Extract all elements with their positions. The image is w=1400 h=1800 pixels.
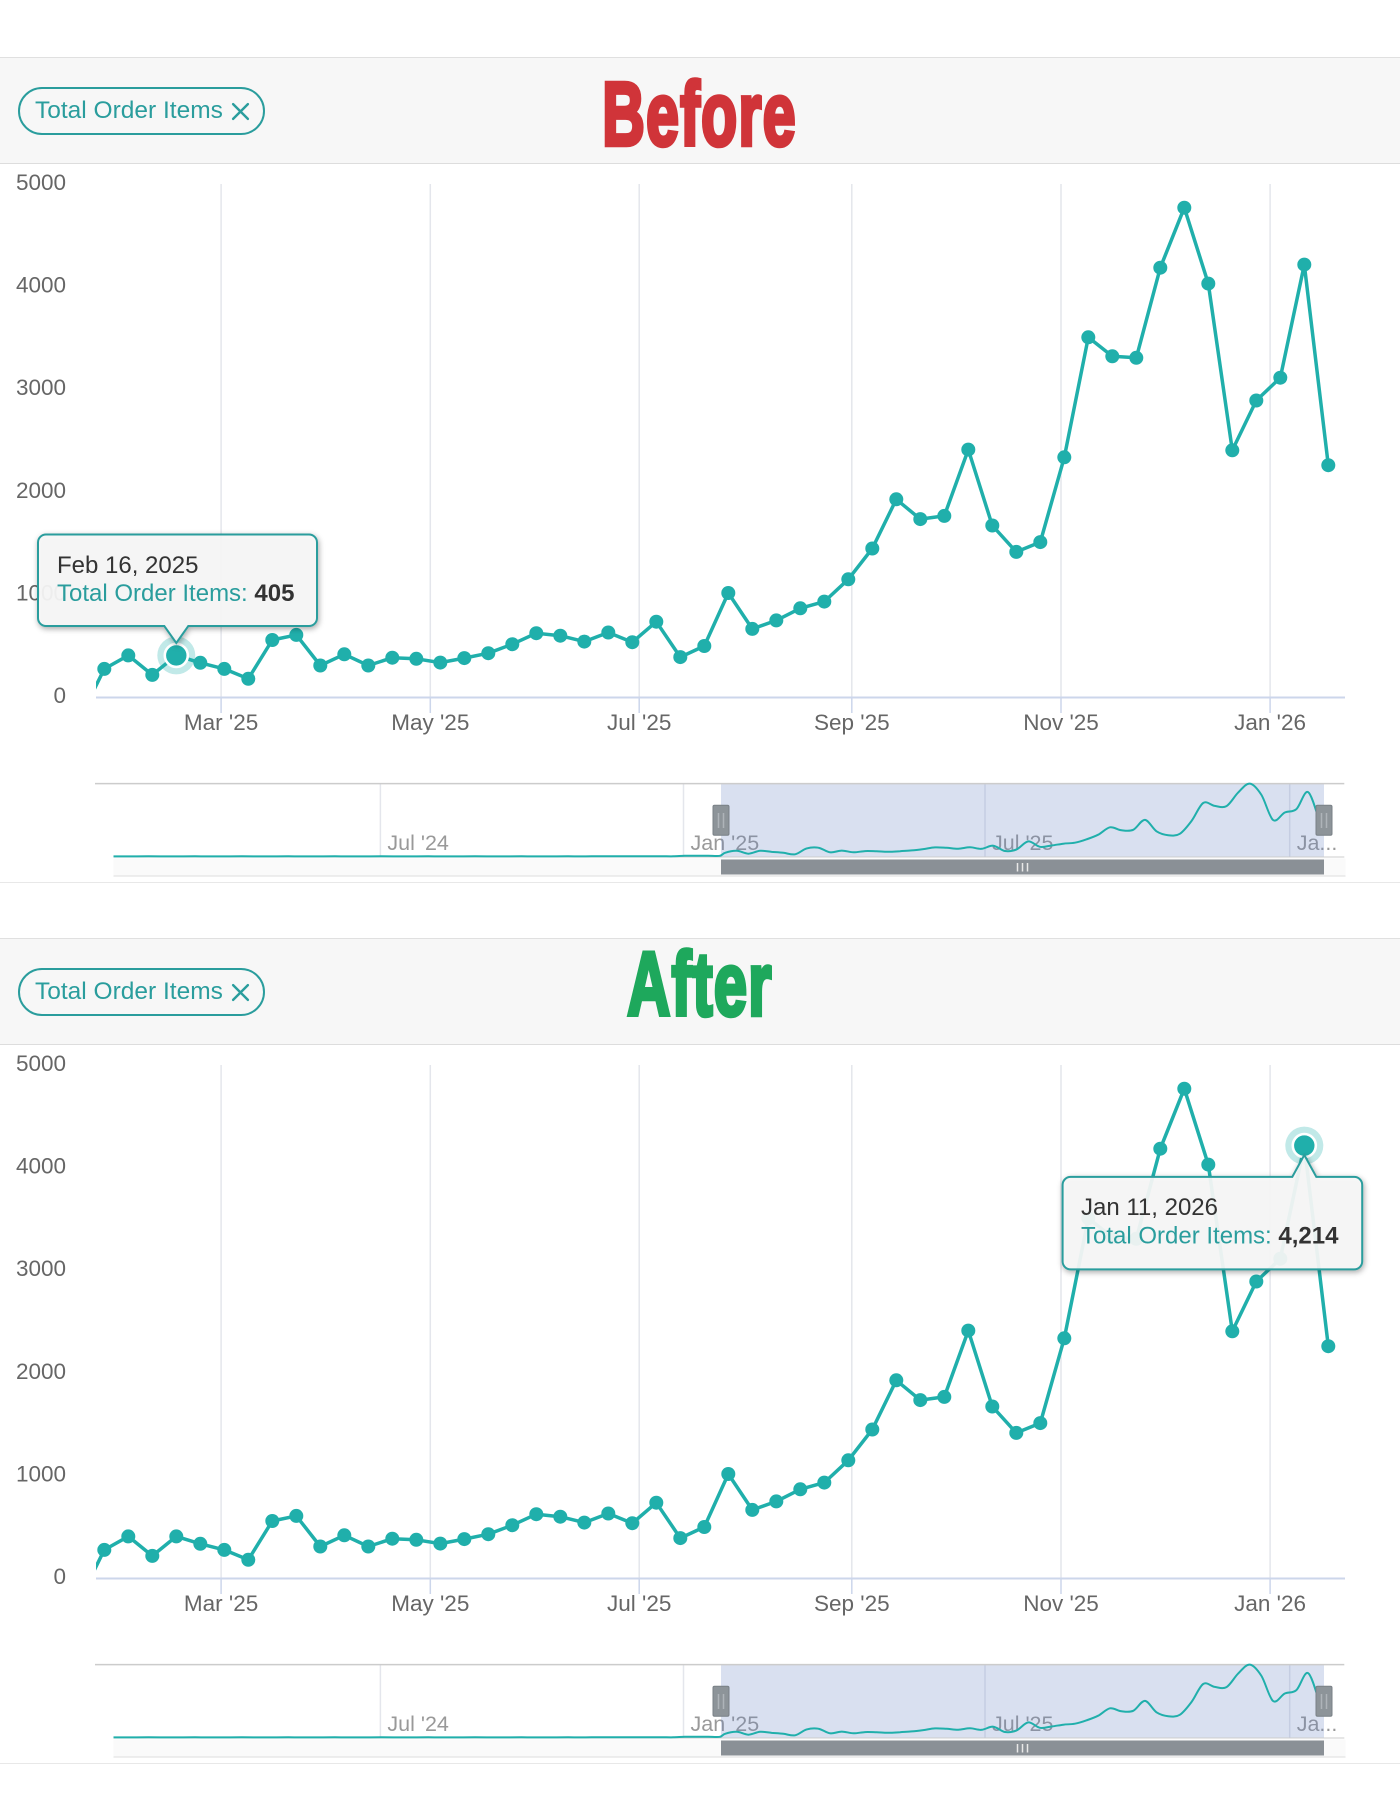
svg-text:3000: 3000 [16,375,66,400]
svg-text:Sep '25: Sep '25 [814,710,890,735]
svg-text:Total Order Items: 405: Total Order Items: 405 [57,580,294,607]
svg-text:Mar '25: Mar '25 [184,1591,258,1616]
svg-text:4000: 4000 [16,273,66,298]
svg-text:Jan 11, 2026: Jan 11, 2026 [1081,1194,1218,1221]
svg-text:Jul '24: Jul '24 [387,1712,449,1736]
svg-text:1000: 1000 [16,1461,66,1486]
svg-text:2000: 2000 [16,1359,66,1384]
svg-text:Nov '25: Nov '25 [1023,710,1099,735]
svg-text:Total Order Items: 4,214: Total Order Items: 4,214 [1081,1222,1339,1249]
svg-text:May '25: May '25 [391,710,469,735]
svg-text:2000: 2000 [16,478,66,503]
svg-text:5000: 5000 [16,1051,66,1076]
svg-text:5000: 5000 [16,170,66,195]
svg-text:3000: 3000 [16,1256,66,1281]
svg-text:Feb 16, 2025: Feb 16, 2025 [57,552,198,579]
svg-text:0: 0 [53,1564,66,1589]
svg-text:Jul '25: Jul '25 [607,1591,671,1616]
svg-text:0: 0 [53,683,66,708]
svg-text:Jan '26: Jan '26 [1234,710,1306,735]
svg-text:Nov '25: Nov '25 [1023,1591,1099,1616]
svg-text:Jul '24: Jul '24 [387,831,449,855]
svg-text:Sep '25: Sep '25 [814,1591,890,1616]
svg-text:Jan '26: Jan '26 [1234,1591,1306,1616]
svg-text:Mar '25: Mar '25 [184,710,258,735]
svg-text:4000: 4000 [16,1154,66,1179]
svg-text:May '25: May '25 [391,1591,469,1616]
svg-text:Jul '25: Jul '25 [607,710,671,735]
